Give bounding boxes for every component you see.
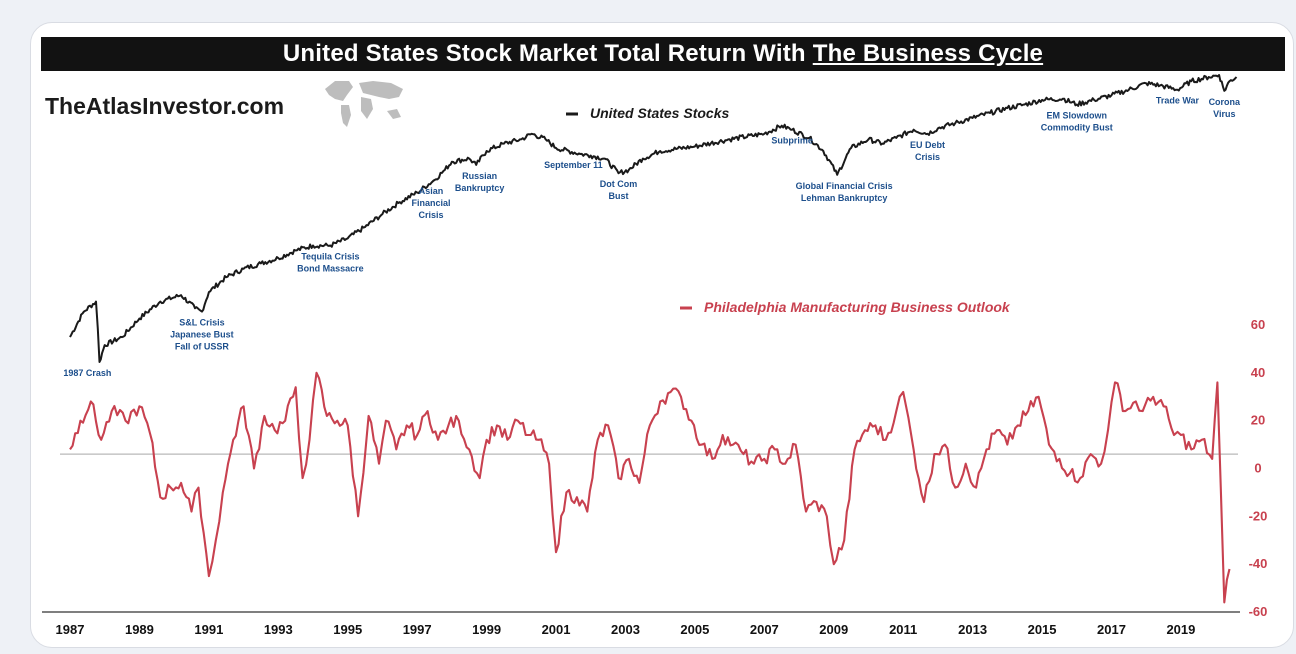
x-tick-label: 2015 — [1028, 622, 1057, 637]
series-line-philadelphia-outlook — [69, 371, 1231, 604]
x-tick-label: 1991 — [194, 622, 223, 637]
annotation-label: Russian Bankruptcy — [455, 171, 505, 193]
y-tick-label: -20 — [1249, 508, 1268, 523]
annotation-line: Bankruptcy — [455, 183, 505, 193]
annotation-line: Bond Massacre — [297, 264, 364, 274]
x-tick-label: 2005 — [680, 622, 709, 637]
annotation-label: Global Financial Crisis Lehman Bankruptcy — [796, 181, 893, 203]
y-tick-label: -40 — [1249, 556, 1268, 571]
annotation-line: Tequila Crisis — [301, 252, 359, 262]
annotation-line: Commodity Bust — [1041, 123, 1113, 133]
legend-united-states-stocks-label: United States Stocks — [590, 105, 729, 121]
x-tick-label: 2017 — [1097, 622, 1126, 637]
x-tick-label: 1999 — [472, 622, 501, 637]
x-tick-label: 2019 — [1166, 622, 1195, 637]
x-tick-label: 1997 — [403, 622, 432, 637]
annotation-line: Russian — [462, 171, 497, 181]
y-tick-label: 20 — [1251, 413, 1265, 428]
annotation-label: 1987 Crash — [63, 368, 111, 378]
annotation-label: Subprime — [771, 136, 813, 146]
annotation-line: Global Financial Crisis — [796, 181, 893, 191]
annotation-line: Lehman Bankruptcy — [801, 193, 888, 203]
annotation-line: EU Debt — [910, 140, 945, 150]
annotation-line: Virus — [1213, 109, 1235, 119]
x-tick-label: 2001 — [542, 622, 571, 637]
annotation-line: Dot Com — [600, 179, 638, 189]
x-tick-label: 1993 — [264, 622, 293, 637]
annotation-label: S&L Crisis Japanese Bust Fall of USSR — [170, 318, 234, 352]
annotation-line: Bust — [609, 191, 629, 201]
annotation-label: EU Debt Crisis — [910, 140, 945, 162]
world-map-icon — [325, 81, 403, 127]
x-tick-label: 2013 — [958, 622, 987, 637]
annotation-line: Crisis — [419, 210, 444, 220]
annotation-line: Asian — [419, 186, 444, 196]
x-tick-label: 1987 — [56, 622, 85, 637]
y-tick-label: 40 — [1251, 365, 1265, 380]
annotation-label: Dot Com Bust — [600, 179, 638, 201]
x-tick-label: 2011 — [889, 622, 917, 637]
y-tick-label: -60 — [1249, 604, 1268, 619]
x-tick-label: 2003 — [611, 622, 640, 637]
x-tick-label: 1989 — [125, 622, 154, 637]
annotation-label: Trade War — [1156, 96, 1200, 106]
annotation-line: Fall of USSR — [175, 342, 230, 352]
annotation-line: Trade War — [1156, 96, 1200, 106]
series-line-united-states-stocks — [69, 74, 1238, 363]
annotation-line: 1987 Crash — [63, 368, 111, 378]
annotation-label: EM Slowdown Commodity Bust — [1041, 111, 1113, 133]
annotation-label: Asian Financial Crisis — [412, 186, 451, 220]
annotation-line: EM Slowdown — [1047, 111, 1108, 121]
annotation-label: Corona Virus — [1209, 97, 1241, 119]
annotation-line: September 11 — [544, 160, 603, 170]
x-tick-label: 2009 — [819, 622, 848, 637]
chart-title: United States Stock Market Total Return … — [41, 37, 1285, 71]
annotation-line: Japanese Bust — [170, 330, 234, 340]
x-tick-label: 2007 — [750, 622, 779, 637]
legend-philadelphia-outlook-label: Philadelphia Manufacturing Business Outl… — [704, 299, 1011, 315]
brand-label: TheAtlasInvestor.com — [45, 93, 285, 119]
annotation-line: Crisis — [915, 152, 940, 162]
annotation-line: S&L Crisis — [179, 318, 224, 328]
y-tick-label: 60 — [1251, 317, 1265, 332]
annotation-line: Financial — [412, 198, 451, 208]
annotation-label: Tequila Crisis Bond Massacre — [297, 252, 364, 274]
y-tick-label: 0 — [1254, 461, 1261, 476]
annotation-label: September 11 — [544, 160, 603, 170]
chart-card: United States Stock Market Total Return … — [30, 22, 1294, 648]
annotation-line: Corona — [1209, 97, 1241, 107]
annotation-line: Subprime — [771, 136, 813, 146]
chart-title-underlined: The Business Cycle — [812, 40, 1044, 67]
chart-title-main: United States Stock Market Total Return … — [282, 40, 806, 67]
x-tick-label: 1995 — [333, 622, 362, 637]
